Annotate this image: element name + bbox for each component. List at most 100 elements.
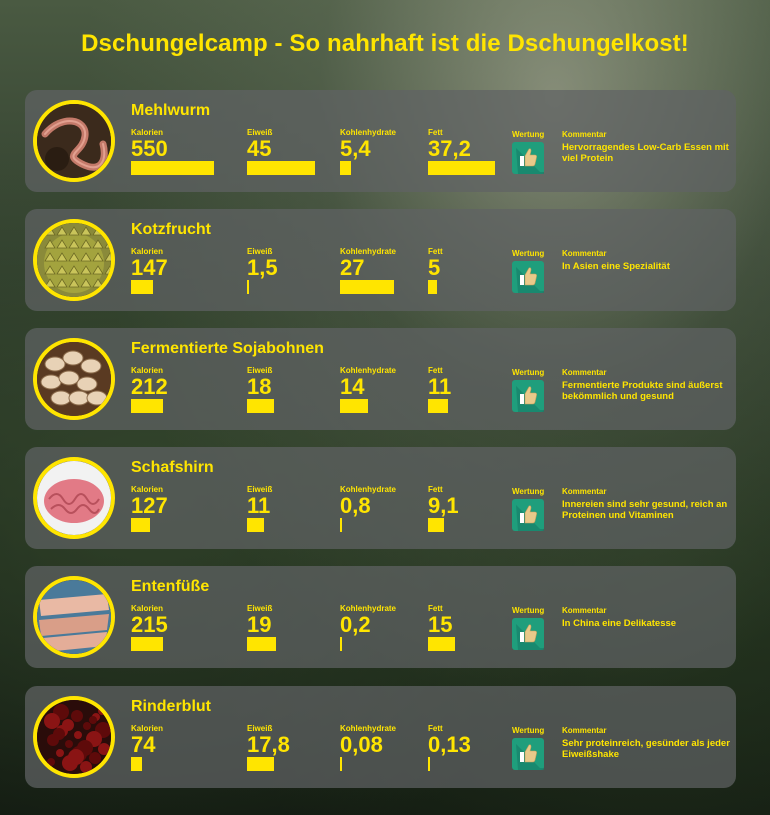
metric-value: 0,08	[340, 732, 383, 757]
wertung-label: Wertung	[512, 249, 545, 258]
metric-label: Kohlenhydrate	[340, 247, 397, 256]
metric-value: 0,13	[428, 732, 471, 757]
metric-label: Fett	[428, 485, 443, 494]
metric-label: Kohlenhydrate	[340, 366, 397, 375]
metric-value: 27	[340, 255, 365, 280]
metric-bar	[340, 518, 342, 532]
metric-value: 9,1	[428, 493, 459, 518]
kommentar-label: Kommentar	[562, 368, 607, 377]
kommentar-label: Kommentar	[562, 726, 607, 735]
metric-label: Fett	[428, 724, 443, 733]
food-name: Mehlwurm	[131, 102, 211, 119]
metric-value: 14	[340, 374, 365, 399]
metric-label: Fett	[428, 604, 443, 613]
food-card: Fermentierte Sojabohnen Kalorien 212 Eiweiß…	[25, 328, 736, 430]
metric-bar	[131, 757, 142, 771]
metric-value: 147	[131, 255, 168, 280]
metric-kalorien: Kalorien 147	[131, 247, 168, 294]
metric-value: 1,5	[247, 255, 278, 280]
metric-eiweiss: Eiweiß 17,8	[247, 724, 290, 771]
food-card: Mehlwurm Kalorien 550 Eiweiß 45 Kohlenhydrate…	[25, 90, 736, 192]
metric-bar	[247, 518, 264, 532]
food-name: Kotzfrucht	[131, 221, 211, 238]
metric-bar	[247, 399, 274, 413]
metric-eiweiss: Eiweiß 18	[247, 366, 274, 413]
metric-bar	[247, 637, 276, 651]
metric-value: 37,2	[428, 136, 471, 161]
sheep-brain-image	[33, 457, 115, 539]
metric-value: 0,2	[340, 612, 371, 637]
metric-fett: Fett 0,13	[428, 724, 471, 771]
metric-kohlenhydrate: Kohlenhydrate 0,08	[340, 724, 396, 771]
mealworm-image	[33, 100, 115, 182]
kommentar-label: Kommentar	[562, 249, 607, 258]
metric-label: Kalorien	[131, 128, 164, 137]
metric-value: 17,8	[247, 732, 290, 757]
metric-bar	[247, 161, 315, 175]
thumbs-up-icon	[512, 142, 544, 174]
duck-feet-image	[33, 576, 115, 658]
metric-value: 0,8	[340, 493, 371, 518]
metric-label: Eiweiß	[247, 724, 273, 733]
metric-fett: Fett 5	[428, 247, 443, 294]
comment-text: In China eine Delikatesse	[562, 618, 677, 629]
metric-kalorien: Kalorien 212	[131, 366, 168, 413]
metric-eiweiss: Eiweiß 45	[247, 128, 315, 175]
food-name: Rinderblut	[131, 698, 211, 715]
wertung-label: Wertung	[512, 726, 545, 735]
metric-bar	[428, 280, 437, 294]
metric-value: 11	[247, 493, 271, 518]
kommentar-label: Kommentar	[562, 130, 607, 139]
metric-bar	[247, 280, 249, 294]
metric-label: Kohlenhydrate	[340, 724, 397, 733]
metric-label: Kalorien	[131, 247, 164, 256]
metric-bar	[340, 757, 342, 771]
food-card: Entenfüße Kalorien 215 Eiweiß 19 Kohlenhydrat…	[25, 566, 736, 668]
thumbs-up-icon	[512, 499, 544, 531]
wertung-label: Wertung	[512, 487, 545, 496]
metric-fett: Fett 15	[428, 604, 455, 651]
metric-label: Fett	[428, 128, 443, 137]
metric-value: 5	[428, 255, 441, 280]
metric-eiweiss: Eiweiß 19	[247, 604, 276, 651]
metric-kohlenhydrate: Kohlenhydrate 0,2	[340, 604, 396, 651]
metric-bar	[247, 757, 274, 771]
metric-label: Eiweiß	[247, 366, 273, 375]
metric-kohlenhydrate: Kohlenhydrate 27	[340, 247, 396, 294]
metric-bar	[428, 399, 448, 413]
metric-label: Eiweiß	[247, 604, 273, 613]
thumbs-up-icon	[512, 738, 544, 770]
metric-kohlenhydrate: Kohlenhydrate 14	[340, 366, 396, 413]
metric-label: Kohlenhydrate	[340, 604, 397, 613]
metric-bar	[428, 518, 444, 532]
metric-label: Kohlenhydrate	[340, 485, 397, 494]
metric-value: 45	[247, 136, 272, 161]
soybeans-image	[33, 338, 115, 420]
metric-value: 550	[131, 136, 168, 161]
metric-kalorien: Kalorien 215	[131, 604, 168, 651]
metric-value: 11	[428, 374, 452, 399]
comment-text: Innereien sind sehr gesund, reich an Pro…	[562, 499, 728, 521]
metric-bar	[131, 518, 150, 532]
durian-image	[33, 219, 115, 301]
metric-bar	[428, 161, 495, 175]
metric-fett: Fett 9,1	[428, 485, 459, 532]
food-name: Schafshirn	[131, 459, 214, 476]
metric-bar	[131, 399, 163, 413]
metric-value: 15	[428, 612, 453, 637]
metric-value: 5,4	[340, 136, 371, 161]
metric-label: Kalorien	[131, 724, 164, 733]
page-title: Dschungelcamp - So nahrhaft ist die Dsch…	[81, 30, 689, 57]
metric-bar	[131, 637, 163, 651]
comment-text: Hervorragendes Low-Carb Essen mit viel P…	[562, 142, 729, 164]
comment-text: Fermentierte Produkte sind äußerst beköm…	[562, 380, 723, 402]
metric-value: 215	[131, 612, 168, 637]
metric-fett: Fett 37,2	[428, 128, 495, 175]
metric-label: Fett	[428, 366, 443, 375]
metric-bar	[131, 161, 214, 175]
food-card: Rinderblut Kalorien 74 Eiweiß 17,8 Kohlenhydr…	[25, 686, 736, 788]
metric-bar	[131, 280, 153, 294]
metric-value: 212	[131, 374, 168, 399]
metric-eiweiss: Eiweiß 11	[247, 485, 272, 532]
metric-value: 127	[131, 493, 168, 518]
